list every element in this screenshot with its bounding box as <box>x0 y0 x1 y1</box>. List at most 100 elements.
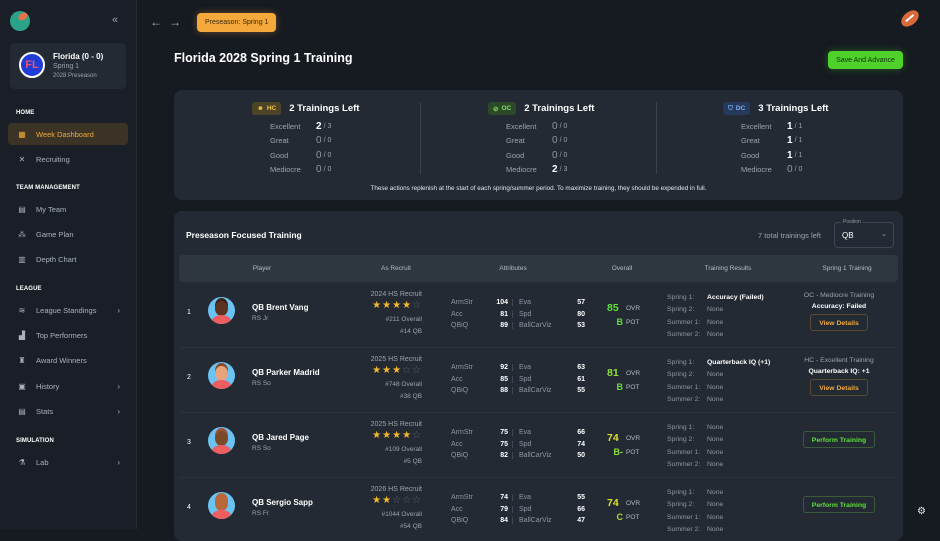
view-details-button[interactable]: View Details <box>810 379 868 396</box>
table-row: 3 QB Jared Page RS So 2025 HS Recruit ★★… <box>179 413 898 478</box>
replenish-note: These actions replenish at the start of … <box>370 185 707 192</box>
sidebar-item-top-performers[interactable]: ▟ Top Performers <box>8 324 128 346</box>
attribute-value: 81 <box>483 310 513 318</box>
result-period: Summer 2: <box>667 331 701 339</box>
focused-training-panel: Preseason Focused Training 7 total train… <box>174 211 903 541</box>
settings-gear-icon[interactable]: ⚙ <box>917 506 926 517</box>
result-period: Spring 2: <box>667 501 695 509</box>
player-rank: 4 <box>187 504 191 511</box>
attribute-value: 75 <box>483 429 513 437</box>
sidebar-item-label: Game Plan <box>36 229 74 239</box>
sidebar-item-lab[interactable]: ⚗ Lab › <box>8 451 128 473</box>
forward-arrow-icon[interactable]: → <box>169 15 181 29</box>
avatar-shirt <box>212 380 231 389</box>
result-value: None <box>707 501 724 509</box>
recruit-overall-rank: #109 Overall <box>385 446 422 453</box>
sidebar-item-game-plan[interactable]: ⁂ Game Plan <box>8 223 128 245</box>
result-row: Spring 1: None <box>667 421 723 434</box>
col-as-recruit: As Recruit <box>381 265 411 272</box>
back-arrow-icon[interactable]: ← <box>150 15 162 29</box>
tier-label: Great <box>741 136 760 146</box>
tier-label: Good <box>506 150 525 160</box>
avatar-face <box>215 366 228 381</box>
tier-value: 0 <box>552 149 558 161</box>
attribute-value: 66 <box>577 505 585 513</box>
sidebar-item-week-dashboard[interactable]: ▦ Week Dashboard <box>8 123 128 145</box>
recruit-overall-rank: #211 Overall <box>385 316 422 323</box>
app-logo-icon[interactable] <box>10 11 30 31</box>
attribute-name: Eva <box>519 494 532 502</box>
spring-training-cell: OC - Mediocre Training Accuracy: Failed Vi… <box>779 283 899 331</box>
tier-label: Good <box>741 150 760 160</box>
sidebar-item-label: History <box>36 381 60 391</box>
player-name[interactable]: QB Sergio Sapp <box>252 498 313 507</box>
attribute-value: 61 <box>577 375 585 383</box>
save-and-advance-button[interactable]: Save And Advance <box>828 51 903 69</box>
result-row: Summer 1: None <box>667 446 723 459</box>
potential-grade: B- <box>613 447 624 457</box>
tier-label: Great <box>506 136 525 146</box>
shield-icon: ⛉ <box>728 104 733 112</box>
result-period: Summer 1: <box>667 448 701 456</box>
sidebar-item-history[interactable]: ▣ History › <box>8 375 128 397</box>
attribute-name: BallCarViz <box>519 452 552 460</box>
result-value: None <box>707 448 724 456</box>
attribute-value: 84 <box>483 517 513 525</box>
sidebar-item-league-standings[interactable]: ≋ League Standings › <box>8 299 128 321</box>
recruit-overall-rank: #748 Overall <box>385 381 422 388</box>
attribute-name: Eva <box>519 299 532 307</box>
divider <box>420 102 421 174</box>
attribute-name: BallCarViz <box>519 517 552 525</box>
player-name[interactable]: QB Brent Vang <box>252 303 309 312</box>
history-icon: ▣ <box>18 381 26 391</box>
perform-training-button[interactable]: Perform Training <box>802 496 876 513</box>
sidebar-item-award-winners[interactable]: ♜ Award Winners <box>8 349 128 371</box>
attribute-name: QBiQ <box>451 322 469 330</box>
attribute-row: ArmStr 104 Eva 57 <box>451 297 585 309</box>
result-row: Summer 1: None <box>667 381 770 394</box>
result-value: None <box>707 318 724 326</box>
attributes: ArmStr 74 Eva 55 Acc 79 Spd 66 QBiQ 84 BallCarViz 4… <box>451 492 585 527</box>
period-badge: Preseason: Spring 1 <box>197 13 277 32</box>
result-period: Spring 1: <box>667 358 695 366</box>
col-player: Player <box>252 265 272 272</box>
team-logo: FL <box>19 52 45 78</box>
attribute-row: QBiQ 84 BallCarViz 47 <box>451 515 585 527</box>
attribute-value: 85 <box>483 375 513 383</box>
chevron-right-icon: › <box>117 305 120 315</box>
view-details-button[interactable]: View Details <box>810 314 868 331</box>
player-name[interactable]: QB Parker Madrid <box>252 368 320 377</box>
trainings-left: 2 Trainings Left <box>289 103 360 114</box>
depth-chart-icon: ▥ <box>18 254 26 264</box>
result-value: None <box>707 371 724 379</box>
player-avatar <box>208 427 235 454</box>
attribute-row: ArmStr 92 Eva 63 <box>451 362 585 374</box>
sidebar-item-my-team[interactable]: ▤ My Team <box>8 198 128 220</box>
attribute-name: Spd <box>519 505 532 513</box>
attribute-row: Acc 75 Spd 74 <box>451 439 585 451</box>
dashboard-icon: ▦ <box>18 129 26 139</box>
attribute-name: Spd <box>519 375 532 383</box>
attribute-row: ArmStr 74 Eva 55 <box>451 492 585 504</box>
position-select[interactable]: Position QB ⌄ <box>834 219 894 248</box>
attribute-value: 82 <box>483 452 513 460</box>
perform-training-button[interactable]: Perform Training <box>802 431 876 448</box>
overall-rating: 74 <box>607 497 619 509</box>
training-type: OC - Mediocre Training <box>803 292 875 299</box>
potential-grade: C <box>616 512 624 522</box>
sidebar-item-recruiting[interactable]: ✕ Recruiting <box>8 148 128 170</box>
attribute-value: 53 <box>577 322 585 330</box>
attribute-value: 74 <box>577 440 585 448</box>
collapse-sidebar-icon[interactable]: « <box>112 14 119 26</box>
sidebar-item-label: My Team <box>36 204 67 214</box>
tier-value: 0 <box>316 164 322 176</box>
result-row: Summer 2: None <box>667 394 770 407</box>
team-name: Florida (0 - 0) <box>53 52 104 61</box>
team-card[interactable]: FL Florida (0 - 0) Spring 1 2028 Preseas… <box>10 43 126 89</box>
attribute-name: Eva <box>519 429 532 437</box>
result-period: Summer 1: <box>667 318 701 326</box>
player-name[interactable]: QB Jared Page <box>252 433 309 442</box>
sidebar-item-stats[interactable]: ▤ Stats › <box>8 400 128 422</box>
sidebar-item-depth-chart[interactable]: ▥ Depth Chart <box>8 248 128 270</box>
tier-value: 0 <box>316 149 322 161</box>
